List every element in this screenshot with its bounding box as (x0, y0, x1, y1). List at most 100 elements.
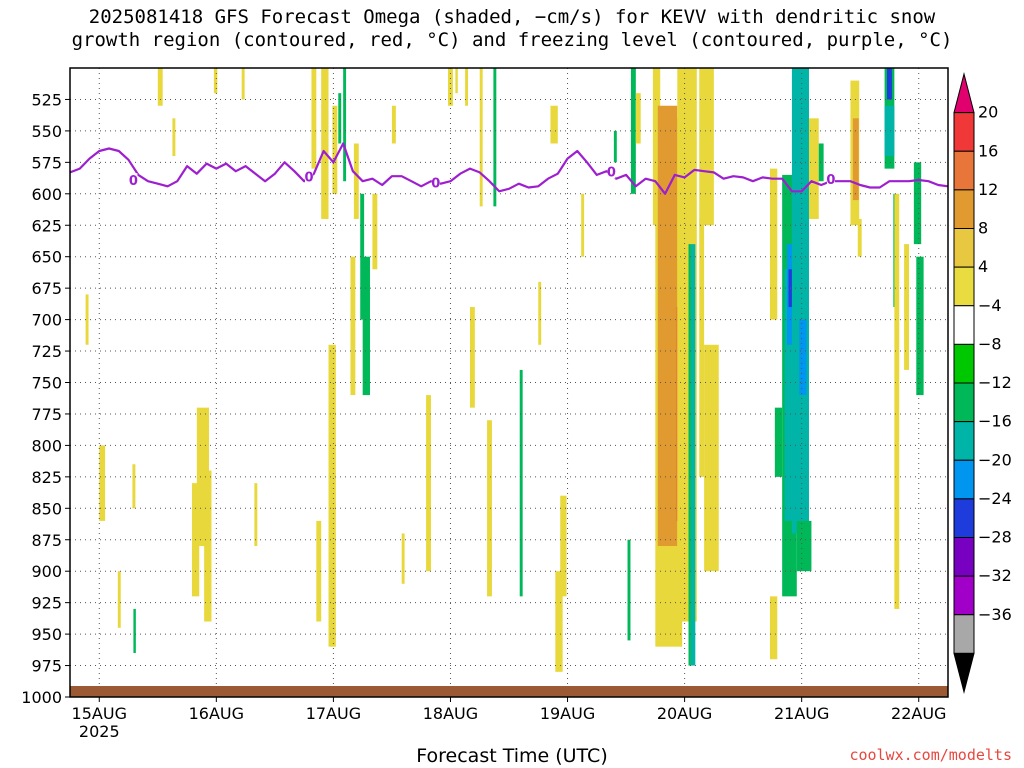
x-tick-label: 16AUG (189, 704, 244, 723)
omega-cell (852, 118, 859, 201)
omega-cell (555, 571, 563, 672)
y-tick-label: 550 (31, 122, 62, 141)
omega-cell (372, 193, 378, 270)
omega-cell (699, 218, 705, 477)
y-tick-label: 800 (31, 436, 62, 455)
y-tick-label: 675 (31, 279, 62, 298)
y-tick-label: 625 (31, 216, 62, 235)
omega-cell (904, 244, 909, 370)
freezing-label-bg (826, 171, 835, 186)
omega-cell (455, 68, 458, 94)
omega-cell (769, 168, 778, 320)
colorbar: 20 16 12 8 4 −4 −8 −12 −16 −20 −24 −28 −32 −36 (953, 72, 1012, 694)
freezing-label-bg (305, 169, 314, 184)
colorbar-segment (953, 266, 975, 307)
omega-cell (254, 483, 258, 547)
omega-cell (894, 193, 900, 609)
omega-cell (538, 281, 542, 345)
omega-cell (391, 105, 396, 144)
colorbar-segment (953, 228, 975, 268)
omega-cell (213, 68, 218, 94)
omega-cell (321, 68, 329, 219)
colorbar-label: 20 (978, 103, 998, 122)
colorbar-top-triangle (953, 72, 975, 114)
omega-cell (699, 68, 714, 226)
colorbar-label: −8 (978, 334, 1002, 353)
y-tick-label: 875 (31, 531, 62, 550)
omega-cell (613, 130, 617, 163)
freezing-contour-label: 0 (826, 173, 835, 188)
omega-cell (487, 420, 492, 597)
y-tick-label: 600 (31, 185, 62, 204)
omega-cell (799, 319, 807, 396)
site-credit[interactable]: coolwx.com/modelts (849, 746, 1012, 764)
colorbar-label: −20 (978, 450, 1012, 469)
y-tick-label: 725 (31, 342, 62, 361)
omega-cell (362, 256, 370, 396)
omega-cell (360, 193, 365, 320)
omega-cell (328, 344, 336, 647)
omega-cell (85, 294, 89, 345)
y-tick-label: 700 (31, 311, 62, 330)
y-tick-label: 900 (31, 562, 62, 581)
y-tick-label: 750 (31, 374, 62, 393)
omega-cell (627, 539, 631, 641)
omega-cell (338, 93, 342, 144)
colorbar-segment (953, 112, 975, 152)
omega-cell (791, 68, 809, 534)
omega-shading (85, 68, 924, 672)
omega-cell (913, 162, 922, 245)
colorbar-segment (953, 150, 975, 191)
omega-cell (172, 118, 176, 157)
omega-cell (426, 395, 431, 572)
y-tick-label: 775 (31, 405, 62, 424)
omega-cell (560, 495, 567, 597)
omega-cell (769, 596, 778, 660)
colorbar-label: −16 (978, 412, 1012, 431)
ground-strip (70, 686, 948, 697)
y-tick-label: 825 (31, 468, 62, 487)
omega-cell (818, 143, 824, 182)
omega-cell (469, 307, 475, 408)
omega-cell (784, 269, 795, 521)
freezing-contour-label: 0 (607, 165, 616, 180)
omega-cell (635, 93, 641, 144)
y-tick-label: 925 (31, 594, 62, 613)
omega-cell (350, 256, 356, 396)
omega-cell (657, 105, 678, 547)
freezing-level-contour: 0 0 0 0 0 (69, 142, 949, 195)
colorbar-label: 12 (978, 180, 998, 199)
omega-cell (353, 143, 359, 219)
omega-cell (887, 68, 892, 100)
omega-cell (884, 105, 895, 157)
omega-cell (519, 369, 523, 597)
omega-cell (704, 344, 719, 572)
x-tick-label: 20AUG (657, 704, 712, 723)
y-tick-label: 575 (31, 153, 62, 172)
omega-cell (916, 256, 924, 396)
colorbar-label: −4 (978, 296, 1002, 315)
y-tick-label: 525 (31, 90, 62, 109)
y-tick-label: 975 (31, 657, 62, 676)
omega-cell (550, 105, 558, 144)
colorbar-label: −36 (978, 605, 1012, 624)
colorbar-segment (953, 498, 975, 538)
colorbar-label: −28 (978, 528, 1012, 547)
y-tick-label: 1000 (21, 688, 62, 707)
omega-cell (630, 68, 636, 194)
colorbar-segment (953, 537, 975, 577)
omega-cell (241, 68, 245, 100)
colorbar-segment (953, 421, 975, 461)
colorbar-label: −12 (978, 373, 1012, 392)
omega-cell (99, 445, 106, 521)
omega-cell (857, 218, 862, 257)
colorbar-segment (953, 575, 975, 616)
x-tick-label: 19AUG (540, 704, 595, 723)
omega-cell (688, 244, 691, 666)
x-tick-label: 18AUG (423, 704, 478, 723)
omega-cell (493, 68, 497, 207)
chart-title: 2025081418 GFS Forecast Omega (shaded, −… (71, 6, 953, 51)
x-tick-label: 17AUG (306, 704, 361, 723)
omega-cell (204, 470, 212, 622)
freezing-contour-label: 0 (304, 170, 313, 185)
